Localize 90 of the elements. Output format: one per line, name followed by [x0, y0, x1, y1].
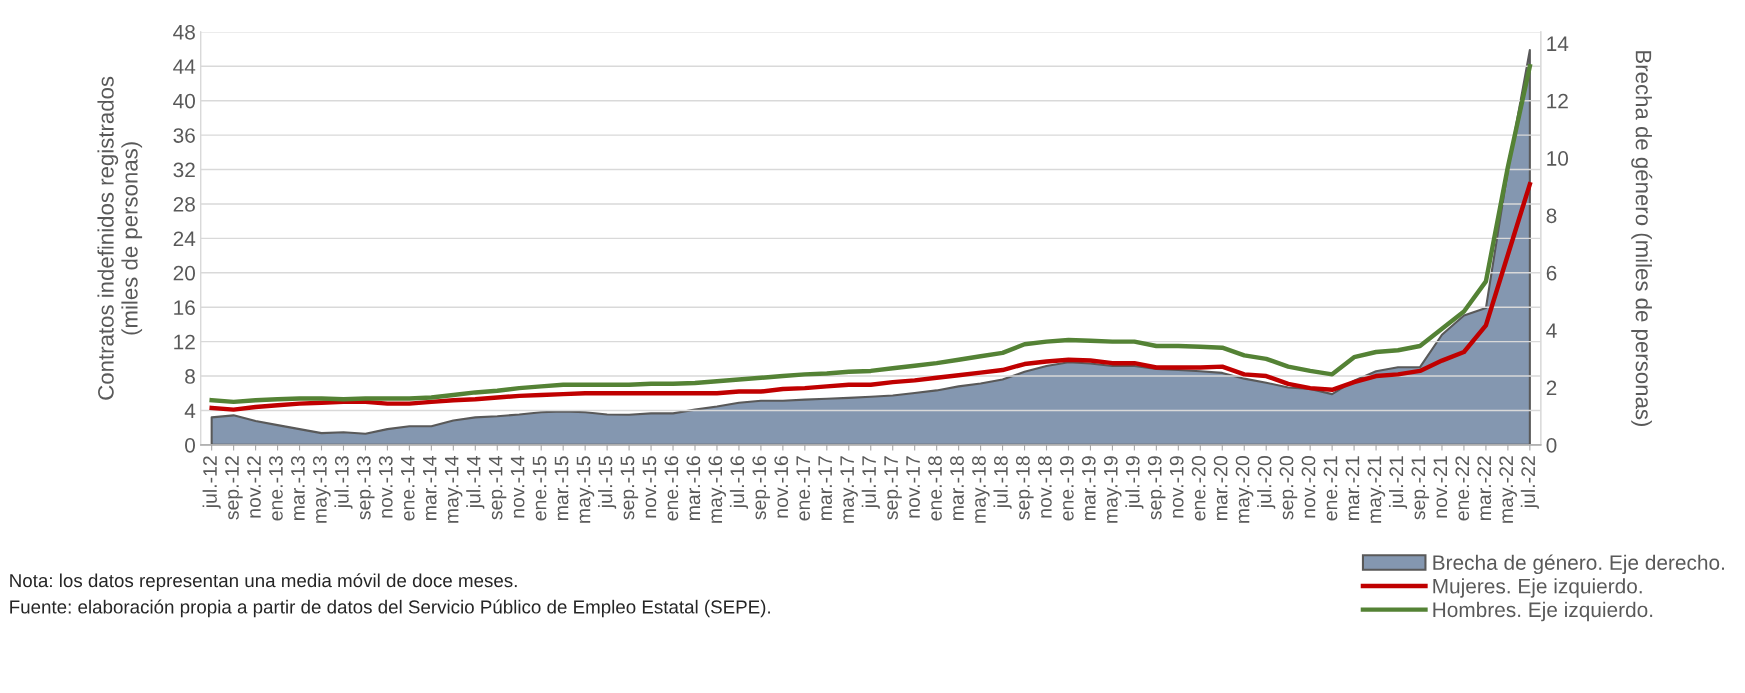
y-tick-label: 32: [173, 162, 195, 178]
x-tick-label: nov.-13: [378, 456, 393, 518]
x-tick-label: ene.-22: [1455, 456, 1470, 521]
x-tick-label: mar.-20: [1213, 456, 1228, 520]
y-tick-label: 16: [174, 300, 195, 315]
x-tick-label: mar.-18: [950, 456, 964, 520]
x-tick-label: ene.-15: [532, 456, 547, 521]
x-tick-label: nov.-18: [1037, 456, 1052, 518]
y2-tick-label: 6: [1546, 265, 1557, 281]
legend-label: Brecha de género. Eje derecho.: [1433, 554, 1724, 575]
x-tick-label: sep.-21: [1411, 456, 1430, 520]
x-tick-label: jul.-12: [202, 456, 221, 509]
x-tick-label: may.-20: [1235, 456, 1254, 523]
y-tick-label: 44: [173, 59, 196, 74]
x-tick-label: mar.-17: [818, 456, 833, 520]
x-tick-label: mar.-14: [423, 455, 437, 520]
x-tick-label: may.-15: [576, 456, 595, 523]
text: Nota: los datos representan una media móvil de doce meses.: [10, 573, 517, 591]
x-tick-label: jul.-13: [334, 456, 353, 509]
source-note: Fuente: elaboración propia a partir de datos del Servicio Público de Empleo Estatal (SEPE).: [10, 599, 770, 618]
y2-tick-label: 4: [1546, 323, 1557, 338]
x-tick-label: sep.-19: [1147, 456, 1166, 520]
x-tick-label: ene.-17: [796, 456, 811, 521]
x-tick-label: may.-16: [708, 456, 727, 523]
line-series: [209, 181, 1533, 412]
x-tick-label: sep.-12: [225, 456, 243, 520]
x-tick-label: sep.-20: [1279, 456, 1298, 520]
x-tick-label: jul.-22: [1520, 456, 1539, 509]
x-tick-label: sep.-17: [884, 456, 902, 520]
x-tick-label: nov.-21: [1433, 456, 1448, 518]
x-tick-label: nov.-15: [642, 456, 657, 518]
x-tick-label: ene.-19: [1059, 456, 1074, 521]
x-tick-label: nov.-12: [247, 456, 261, 518]
y-tick-label: 28: [173, 196, 195, 212]
x-tick-label: may.-21: [1367, 456, 1386, 523]
y-tick-label: 8: [185, 369, 195, 384]
y-tick-label: 0: [185, 437, 195, 453]
x-tick-label: may.-22: [1499, 456, 1517, 523]
x-tick-label: jul.-14: [466, 455, 485, 509]
x-tick-label: nov.-16: [774, 456, 789, 518]
y-tick-label: 24: [173, 231, 196, 246]
x-tick-label: may.-19: [1103, 456, 1122, 523]
y2-tick-label: 2: [1546, 380, 1557, 396]
y2-tick-label: 8: [1546, 208, 1557, 224]
x-tick-label: mar.-13: [290, 456, 305, 520]
y-tick-label: 20: [173, 265, 195, 281]
x-tick-label: ene.-13: [269, 456, 283, 521]
x-tick-label: sep.-15: [620, 456, 639, 520]
x-tick-label: mar.-22: [1477, 456, 1492, 520]
x-tick-label: ene.-16: [664, 456, 679, 521]
x-tick-label: sep.-14: [488, 455, 507, 520]
x-tick-label: jul.-19: [1125, 456, 1144, 509]
x-tick-label: may.-14: [444, 455, 463, 523]
x-tick-label: jul.-21: [1388, 456, 1408, 509]
y-axis-title: Contratos indefinidos registrados (miles de personas): [97, 76, 143, 400]
x-tick-label: jul.-17: [861, 456, 880, 509]
y-tick-label: 4: [184, 403, 196, 419]
x-tick-label: jul.-20: [1257, 456, 1276, 509]
x-tick-label: mar.-19: [1081, 456, 1096, 520]
y-tick-label: 40: [173, 93, 195, 109]
x-tick-label: jul.-16: [729, 456, 748, 509]
x-tick-label: ene.-20: [1191, 456, 1206, 521]
x-tick-label: sep.-18: [1015, 456, 1034, 520]
x-tick-label: may.-13: [312, 456, 331, 523]
y-tick-label: 12: [174, 334, 195, 350]
x-tick-label: ene.-14: [401, 455, 415, 521]
y2-tick-label: 12: [1547, 93, 1568, 109]
y-tick-label: 48: [173, 24, 195, 40]
x-tick-label: nov.-19: [1169, 456, 1184, 518]
x-tick-label: sep.-13: [356, 456, 375, 520]
x-tick-label: nov.-17: [906, 456, 920, 518]
x-tick-label: mar.-15: [554, 456, 569, 520]
x-tick-label: may.-18: [972, 456, 990, 523]
x-tick-label: ene.-18: [928, 456, 942, 521]
legend-label: Mujeres. Eje izquierdo.: [1433, 578, 1642, 598]
legend-label: Hombres. Eje izquierdo.: [1433, 601, 1653, 622]
x-tick-label: ene.-21: [1323, 456, 1338, 521]
y2-tick-label: 10: [1547, 151, 1569, 166]
x-tick-label: nov.-20: [1301, 456, 1316, 518]
x-tick-label: may.-17: [840, 456, 858, 523]
x-tick-label: sep.-16: [752, 456, 770, 520]
y2-axis-title: Brecha de género (miles de personas): [1631, 51, 1653, 427]
y2-tick-label: 0: [1546, 437, 1557, 453]
x-tick-label: jul.-15: [598, 456, 617, 509]
x-tick-label: jul.-18: [993, 456, 1012, 509]
x-tick-label: mar.-21: [1345, 456, 1360, 520]
x-tick-label: nov.-14: [510, 455, 525, 518]
y-tick-label: 36: [173, 128, 195, 143]
x-tick-label: mar.-16: [686, 456, 701, 520]
y2-tick-label: 14: [1547, 36, 1569, 51]
